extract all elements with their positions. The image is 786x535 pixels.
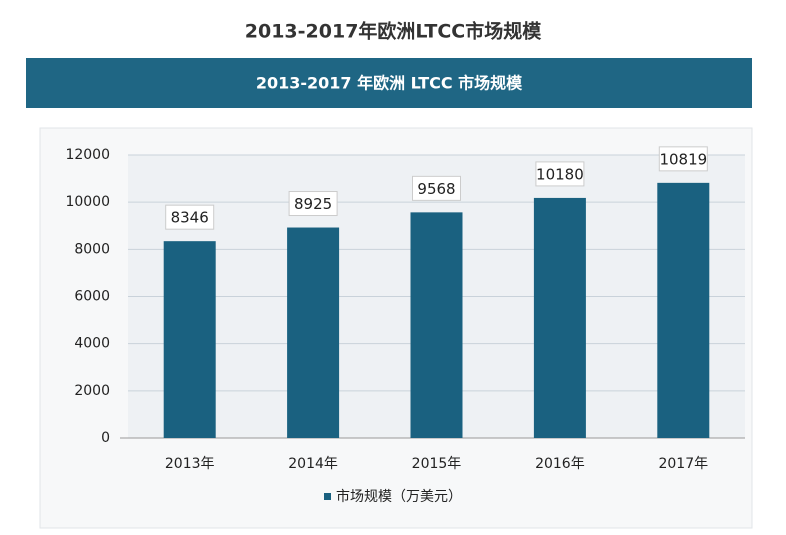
bar xyxy=(533,197,586,438)
bar xyxy=(287,227,340,438)
value-label: 9568 xyxy=(417,180,455,198)
bar xyxy=(163,241,216,438)
y-tick-label: 6000 xyxy=(74,289,110,305)
x-tick-label: 2017年 xyxy=(658,456,708,472)
y-tick-label: 10000 xyxy=(65,194,110,210)
y-tick-label: 12000 xyxy=(65,147,110,163)
value-label-box xyxy=(658,146,708,172)
value-label: 10819 xyxy=(659,150,707,168)
page-heading: 2013-2017年欧洲LTCC市场规模 xyxy=(245,20,542,43)
x-tick-label: 2016年 xyxy=(535,456,585,472)
value-label-box xyxy=(288,191,338,217)
x-tick-label: 2014年 xyxy=(288,456,338,472)
value-label-box xyxy=(535,161,585,187)
y-tick-label: 2000 xyxy=(74,383,110,399)
value-label-box xyxy=(412,175,461,201)
y-tick-label: 0 xyxy=(101,430,110,446)
legend-swatch xyxy=(324,493,331,500)
bar xyxy=(657,182,710,438)
y-tick-label: 4000 xyxy=(74,336,110,352)
title-banner xyxy=(26,58,752,108)
value-label-box xyxy=(165,204,215,230)
x-tick-label: 2015年 xyxy=(412,456,462,472)
value-label: 8346 xyxy=(171,209,209,227)
value-label: 10180 xyxy=(536,165,584,183)
legend-label: 市场规模（万美元） xyxy=(336,488,462,505)
bar xyxy=(410,212,463,438)
chart-title: 2013-2017 年欧洲 LTCC 市场规模 xyxy=(256,74,523,93)
value-label: 8925 xyxy=(294,195,332,213)
x-tick-label: 2013年 xyxy=(165,456,215,472)
y-tick-label: 8000 xyxy=(74,241,110,257)
